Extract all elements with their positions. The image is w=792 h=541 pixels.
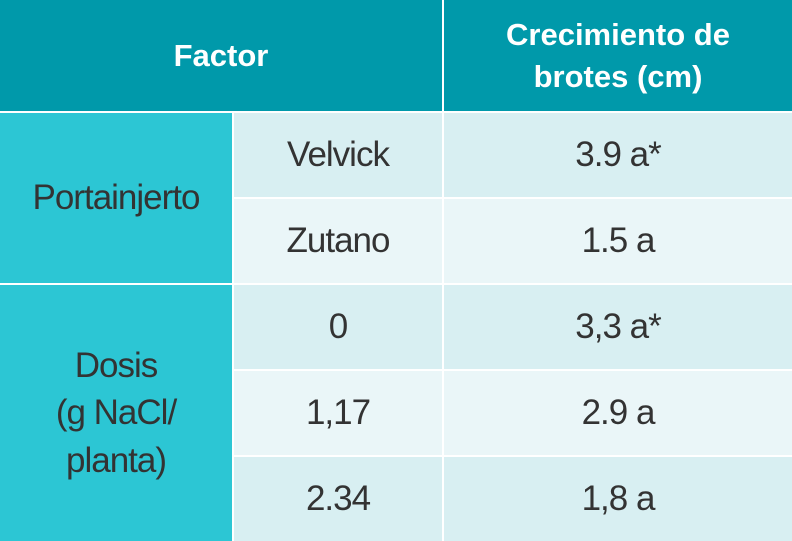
header-cell: Factor bbox=[0, 0, 442, 111]
value-cell: 1.5 a bbox=[444, 199, 792, 283]
value-cell: 2.9 a bbox=[444, 371, 792, 455]
group-label: Portainjerto bbox=[0, 113, 232, 283]
value-cell: 3,3 a* bbox=[444, 285, 792, 369]
level-cell: Velvick bbox=[234, 113, 442, 197]
level-cell: 0 bbox=[234, 285, 442, 369]
header-cell: Crecimiento de brotes (cm) bbox=[444, 0, 792, 111]
value-cell: 1,8 a bbox=[444, 457, 792, 541]
group-label: Dosis (g NaCl/planta) bbox=[0, 285, 232, 541]
level-cell: 1,17 bbox=[234, 371, 442, 455]
group-label-line: Dosis bbox=[74, 346, 159, 386]
group-label-line: (g NaCl/ bbox=[55, 393, 177, 433]
level-cell: Zutano bbox=[234, 199, 442, 283]
group-label-line: planta) bbox=[65, 440, 167, 480]
value-cell: 3.9 a* bbox=[444, 113, 792, 197]
group-label-line: Portainjerto bbox=[32, 178, 201, 218]
level-cell: 2.34 bbox=[234, 457, 442, 541]
